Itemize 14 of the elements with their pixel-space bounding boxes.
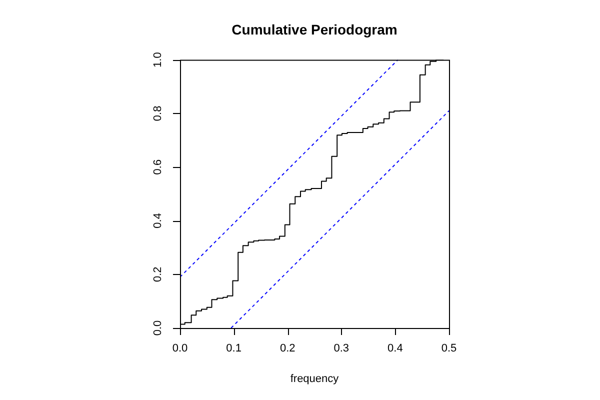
x-axis-title: frequency <box>290 373 340 386</box>
y-tick-label: 1.0 <box>152 52 164 68</box>
y-tick-label: 0.0 <box>152 320 164 336</box>
x-tick-label: 0.4 <box>388 342 403 355</box>
chart-title: Cumulative Periodogram <box>232 21 398 38</box>
y-tick-label: 0.4 <box>152 213 164 228</box>
x-tick-label: 0.3 <box>334 342 350 355</box>
x-tick-label: 0.1 <box>226 342 242 355</box>
x-tick-label: 0.2 <box>280 342 296 355</box>
y-tick-label: 0.2 <box>152 266 164 282</box>
y-tick-label: 0.8 <box>152 106 164 122</box>
x-tick-label: 0.0 <box>172 342 188 355</box>
y-tick-label: 0.6 <box>152 159 164 175</box>
x-tick-label: 0.5 <box>441 342 457 355</box>
